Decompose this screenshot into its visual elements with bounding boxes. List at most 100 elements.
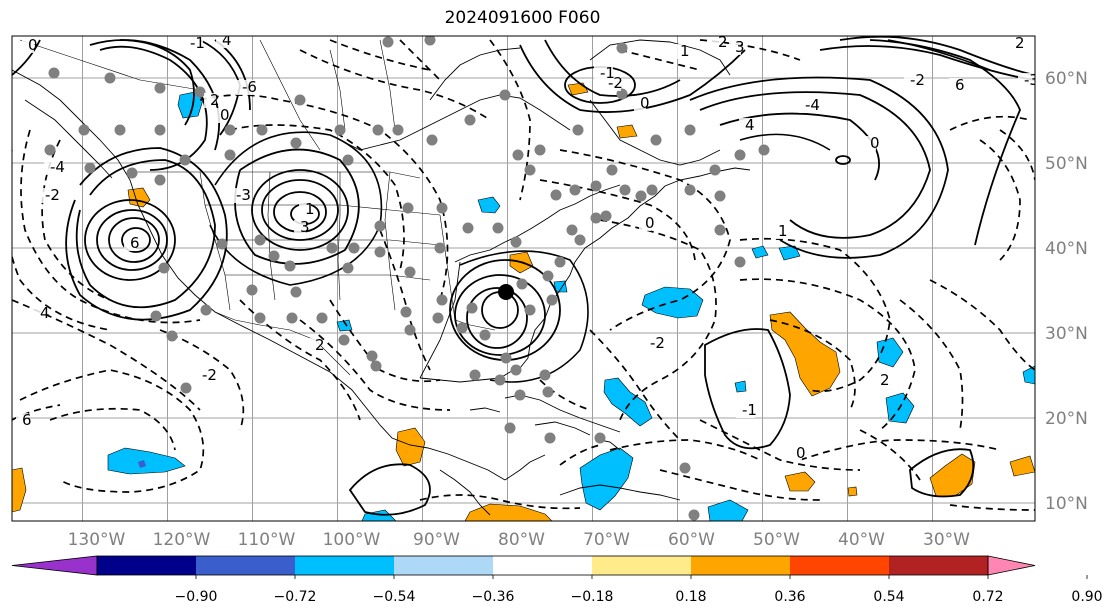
latitude-tick-label: 30°N [1045, 324, 1088, 344]
station-marker [646, 184, 658, 196]
colorbar-low-extend [11, 555, 98, 576]
longitude-tick-label: 110°W [238, 530, 296, 550]
station-marker [44, 144, 56, 156]
colorbar-tick-labels: −0.90 −0.72 −0.54 −0.36 −0.18 0.18 0.36 0.54 0.7… [175, 575, 1103, 605]
contour-label: -1 [742, 401, 757, 419]
contour-label: -6 [242, 78, 257, 96]
station-marker [688, 509, 700, 521]
contour-label-bg [230, 188, 249, 203]
station-marker [404, 324, 416, 336]
station-markers [44, 36, 770, 521]
longitude-tick-label: 90°W [413, 530, 460, 550]
contour-label: -2 [650, 334, 665, 352]
station-marker [554, 256, 566, 268]
station-marker [326, 242, 338, 254]
station-marker [180, 382, 192, 394]
contour-label: 0 [796, 444, 806, 462]
contour-label: 3 [300, 218, 310, 236]
colorbar-segment [295, 556, 394, 575]
storm-center-marker [498, 284, 514, 300]
station-marker [590, 212, 602, 224]
longitude-tick-label: 40°W [838, 530, 885, 550]
station-marker [500, 352, 512, 364]
longitude-ticks: 130°W 120°W 110°W 100°W 90°W 80°W 70°W 60°W 50°W… [68, 530, 971, 550]
station-marker [370, 360, 382, 372]
station-marker [684, 184, 696, 196]
station-marker [650, 134, 662, 146]
station-marker [154, 124, 166, 136]
station-marker [290, 137, 302, 149]
contour-label-bg [294, 220, 306, 235]
map-frame [11, 35, 1036, 522]
contour-label-bg [739, 118, 751, 133]
station-marker [126, 167, 138, 179]
contour-label: -4 [805, 96, 820, 114]
colorbar-segment [790, 556, 889, 575]
station-marker [48, 67, 60, 79]
contour-label-bg [594, 66, 613, 81]
contour-label: 4 [40, 304, 50, 322]
contour-label-bg [864, 136, 876, 151]
contour-label: 4 [745, 116, 755, 134]
station-marker [216, 238, 228, 250]
station-marker [714, 190, 726, 202]
coastlines [12, 39, 751, 516]
contour-label: 4 [222, 31, 232, 49]
colorbar-tick-label: −0.90 [175, 589, 218, 605]
colorbar-tick-label: 0.18 [675, 589, 706, 605]
contour-label: 2 [880, 371, 890, 389]
contour-label: 0 [640, 94, 650, 112]
station-marker [150, 310, 162, 322]
station-marker [114, 124, 126, 136]
station-marker [342, 262, 354, 274]
station-marker [544, 432, 556, 444]
colorbar-segment [196, 556, 295, 575]
colorbar-segment [592, 556, 691, 575]
station-marker [574, 234, 586, 246]
contour-label-bg [196, 368, 215, 383]
longitude-tick-label: 50°W [753, 530, 800, 550]
longitude-tick-label: 30°W [923, 530, 970, 550]
station-marker [316, 312, 328, 324]
contour-label-bg [729, 40, 741, 55]
longitude-tick-label: 100°W [323, 530, 381, 550]
contour-label: 1 [680, 42, 690, 60]
station-marker [254, 312, 266, 324]
contour-label: -3 [236, 186, 251, 204]
colorbar-high-extend [987, 555, 1036, 576]
colorbar-outline [96, 555, 989, 576]
map-title: 2024091600 F060 [444, 8, 601, 28]
station-marker [290, 286, 302, 298]
contour-label: 0 [28, 36, 38, 54]
station-marker [246, 284, 258, 296]
station-marker [566, 224, 578, 236]
contour-label: 0 [645, 214, 655, 232]
contour-label-bg [34, 306, 46, 321]
contour-label: -3 [1024, 71, 1039, 89]
colorbar [11, 555, 1036, 576]
contour-label-bg [216, 36, 228, 48]
station-marker [194, 86, 206, 98]
contour-label-bg [44, 160, 63, 175]
colorbar-tick-label: 0.72 [972, 589, 1003, 605]
station-marker [516, 278, 528, 290]
station-marker [436, 202, 448, 214]
colorbar-tick-label: −0.54 [373, 589, 416, 605]
contour-label: -2 [910, 71, 925, 89]
station-marker [382, 36, 394, 48]
station-marker [534, 144, 546, 156]
station-marker [600, 210, 612, 222]
contour-label: 6 [22, 411, 32, 429]
station-marker [684, 124, 696, 136]
station-marker [546, 294, 558, 306]
station-marker [524, 164, 536, 176]
station-marker [466, 302, 478, 314]
station-marker [432, 312, 444, 324]
station-marker [166, 330, 178, 342]
contour-label: -2 [202, 366, 217, 384]
colorbar-tick-label: −0.72 [274, 589, 317, 605]
station-marker [734, 256, 746, 268]
contour-label: 1 [305, 200, 315, 218]
station-marker [200, 304, 212, 316]
